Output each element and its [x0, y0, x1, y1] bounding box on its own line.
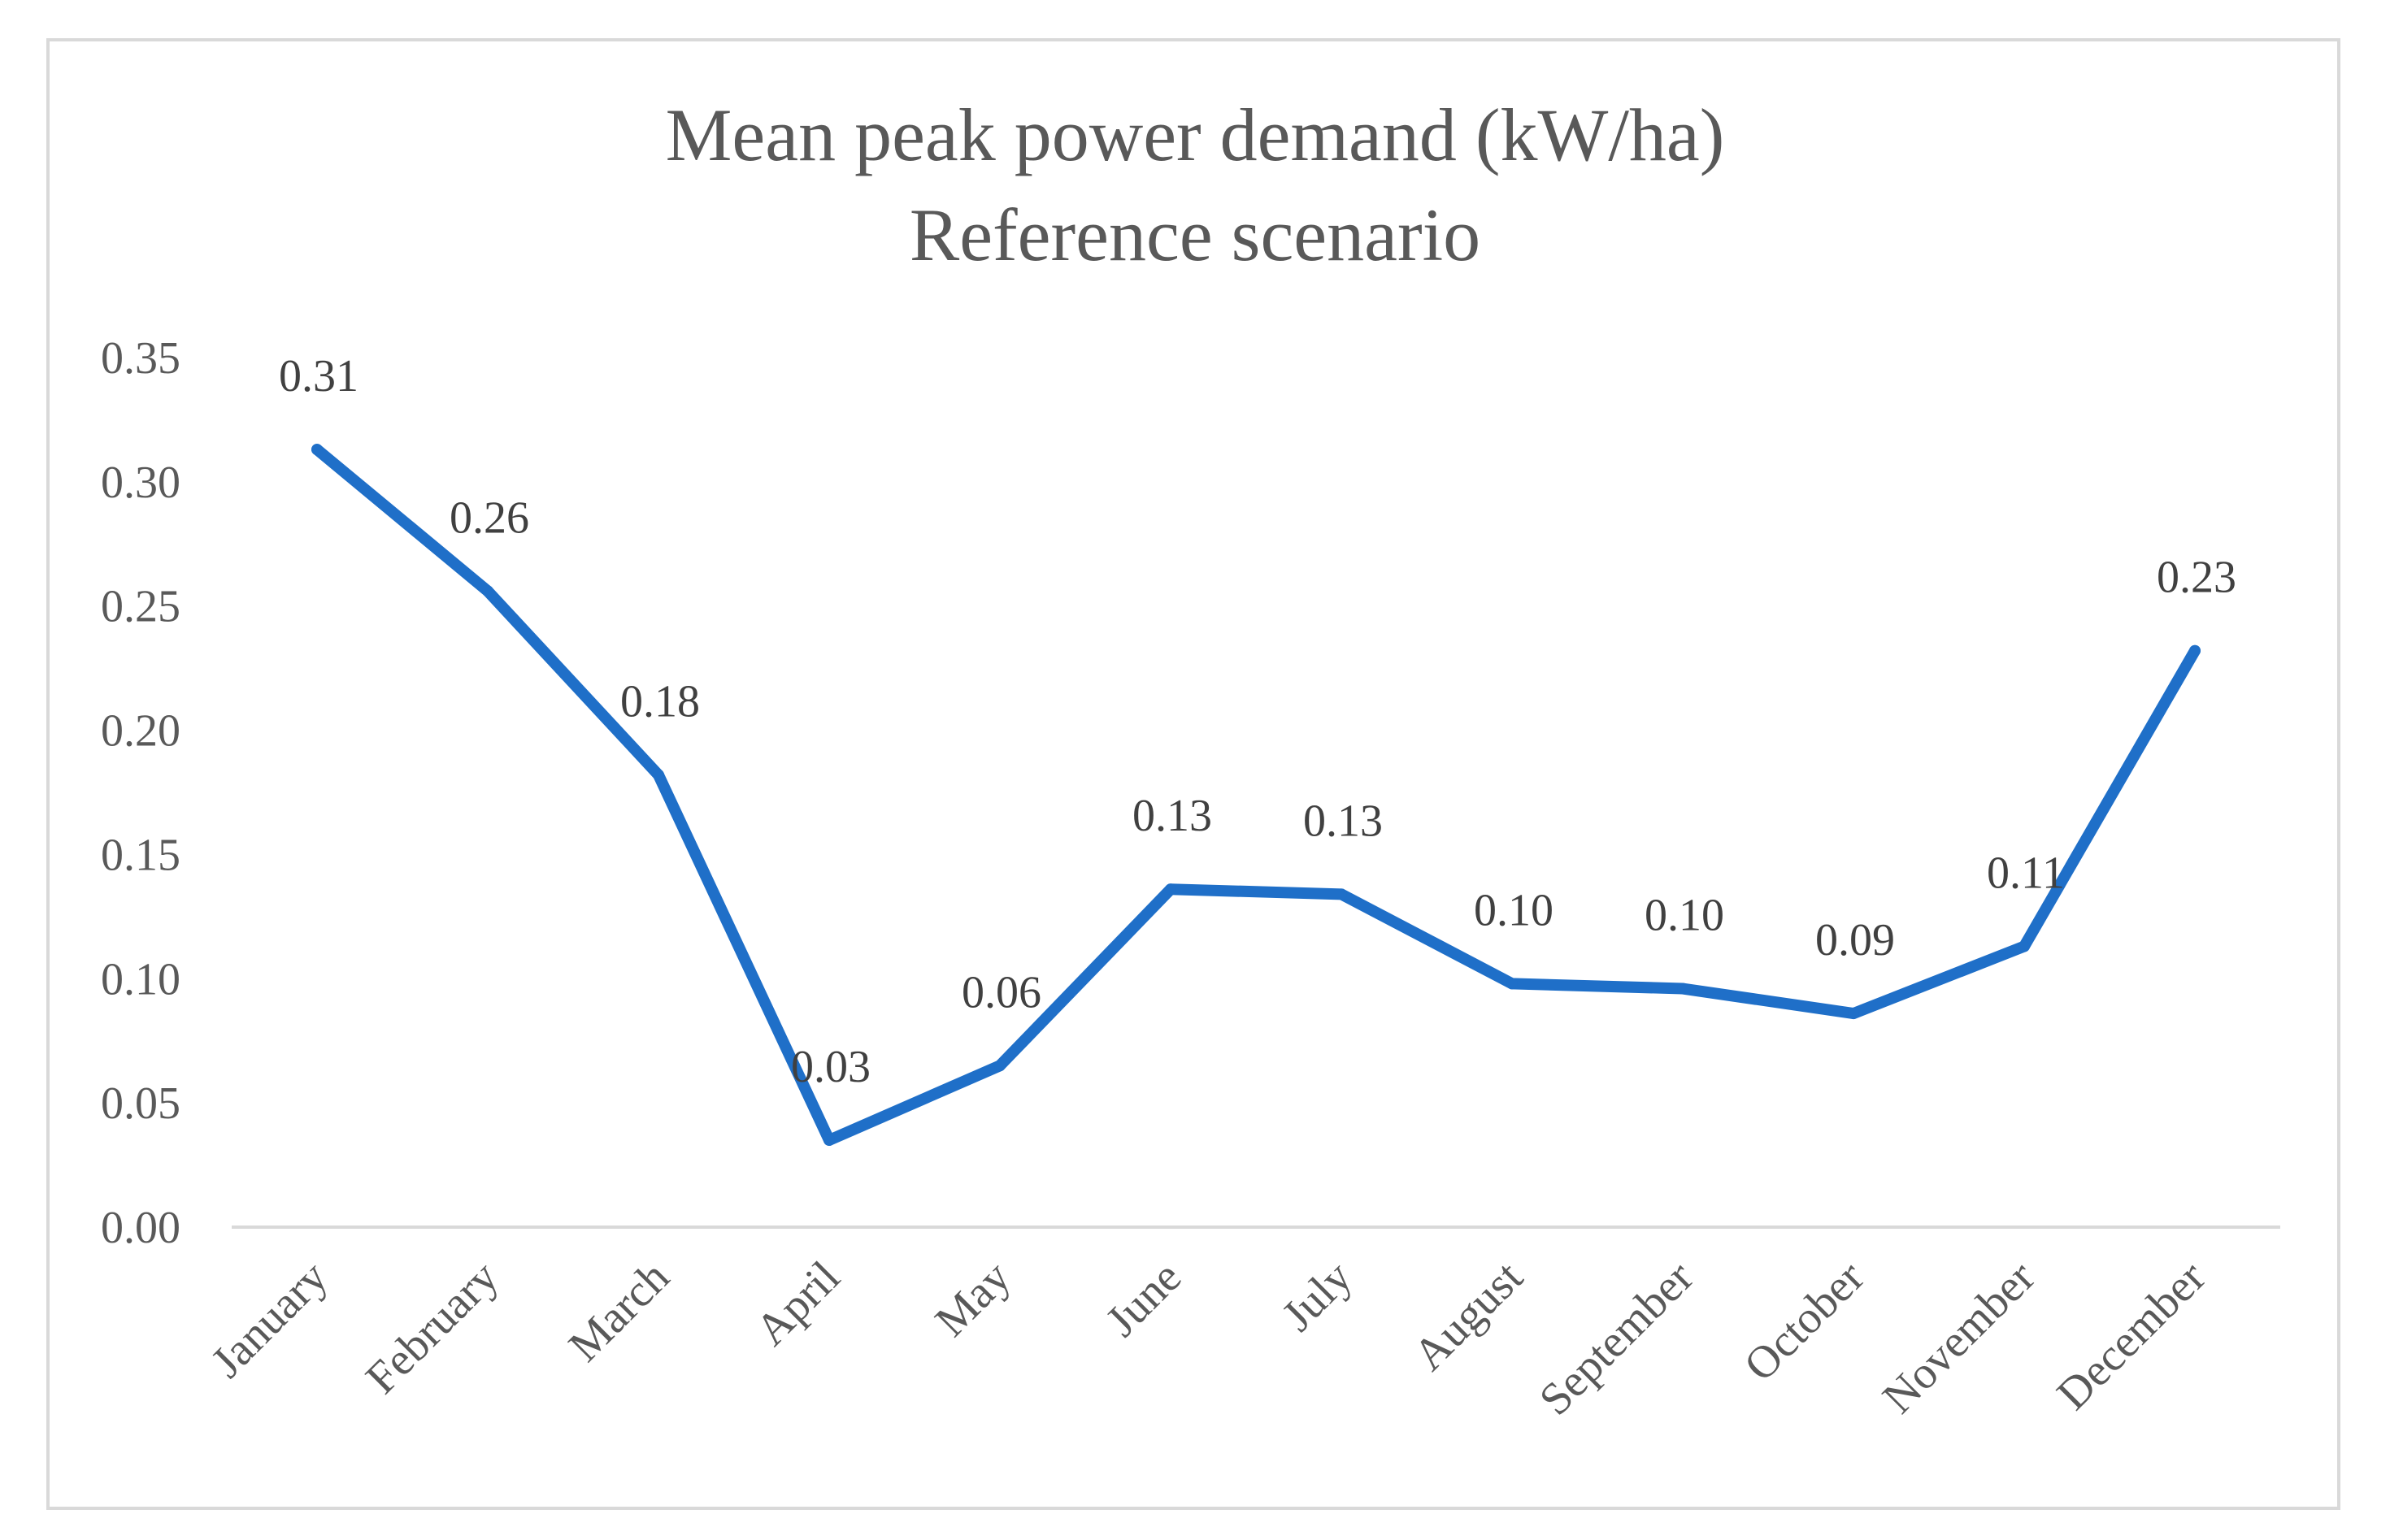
y-tick-label: 0.20: [101, 706, 180, 757]
x-tick-label: October: [1735, 1252, 1875, 1391]
y-tick-label: 0.25: [101, 582, 180, 632]
data-label: 0.10: [1474, 885, 1554, 935]
data-point: [1848, 1008, 1859, 1020]
y-tick-label: 0.30: [101, 458, 180, 508]
x-tick-label: July: [1272, 1252, 1362, 1341]
data-labels: 0.31 0.26 0.18 0.03 0.06 0.13 0.13 0.10 0.10 0.09…: [279, 351, 2236, 1092]
data-point: [1506, 978, 1518, 990]
data-point: [311, 444, 323, 456]
x-tick-label: March: [559, 1252, 679, 1371]
chart-subtitle: Reference scenario: [910, 193, 1480, 276]
data-label: 0.26: [450, 492, 529, 543]
x-tick-label: January: [202, 1252, 337, 1387]
chart-frame: [46, 38, 2340, 1510]
data-point: [1165, 883, 1176, 896]
data-label: 0.03: [791, 1042, 871, 1092]
data-label: 0.13: [1303, 796, 1383, 846]
data-point: [1677, 983, 1688, 995]
data-label: 0.13: [1132, 791, 1212, 841]
data-label: 0.11: [1987, 848, 2065, 899]
y-tick-label: 0.05: [101, 1078, 180, 1129]
data-label: 0.18: [620, 677, 700, 727]
data-label: 0.31: [279, 351, 358, 401]
series-group: [311, 444, 2201, 1146]
x-tick-label: May: [926, 1252, 1020, 1346]
x-axis-labels: January February March April May June July Augu…: [202, 1252, 2215, 1425]
y-tick-label: 0.15: [101, 830, 180, 880]
data-point: [1336, 888, 1347, 900]
data-label: 0.06: [962, 967, 1041, 1017]
y-axis-ticks: 0.00 0.05 0.10 0.15 0.20 0.25 0.30 0.35: [101, 333, 180, 1253]
x-tick-label: December: [2048, 1252, 2216, 1420]
data-label: 0.10: [1645, 891, 1724, 941]
chart-title: Mean peak power demand (kW/ha): [666, 93, 1725, 176]
x-tick-label: June: [1097, 1252, 1191, 1346]
y-tick-label: 0.00: [101, 1203, 180, 1253]
data-point: [482, 585, 493, 597]
data-point: [653, 769, 664, 781]
series-line: [311, 444, 2201, 1146]
x-tick-label: August: [1404, 1252, 1533, 1381]
y-tick-label: 0.35: [101, 333, 180, 384]
data-point: [2189, 644, 2201, 657]
x-tick-label: February: [356, 1252, 508, 1403]
data-label: 0.09: [1815, 915, 1895, 965]
y-tick-label: 0.10: [101, 954, 180, 1004]
data-point: [2018, 940, 2030, 952]
x-tick-label: November: [1873, 1252, 2045, 1423]
x-tick-label: April: [746, 1252, 850, 1355]
data-label: 0.23: [2157, 553, 2236, 603]
data-point: [823, 1134, 835, 1146]
data-point: [994, 1060, 1006, 1072]
x-tick-label: September: [1530, 1252, 1703, 1425]
